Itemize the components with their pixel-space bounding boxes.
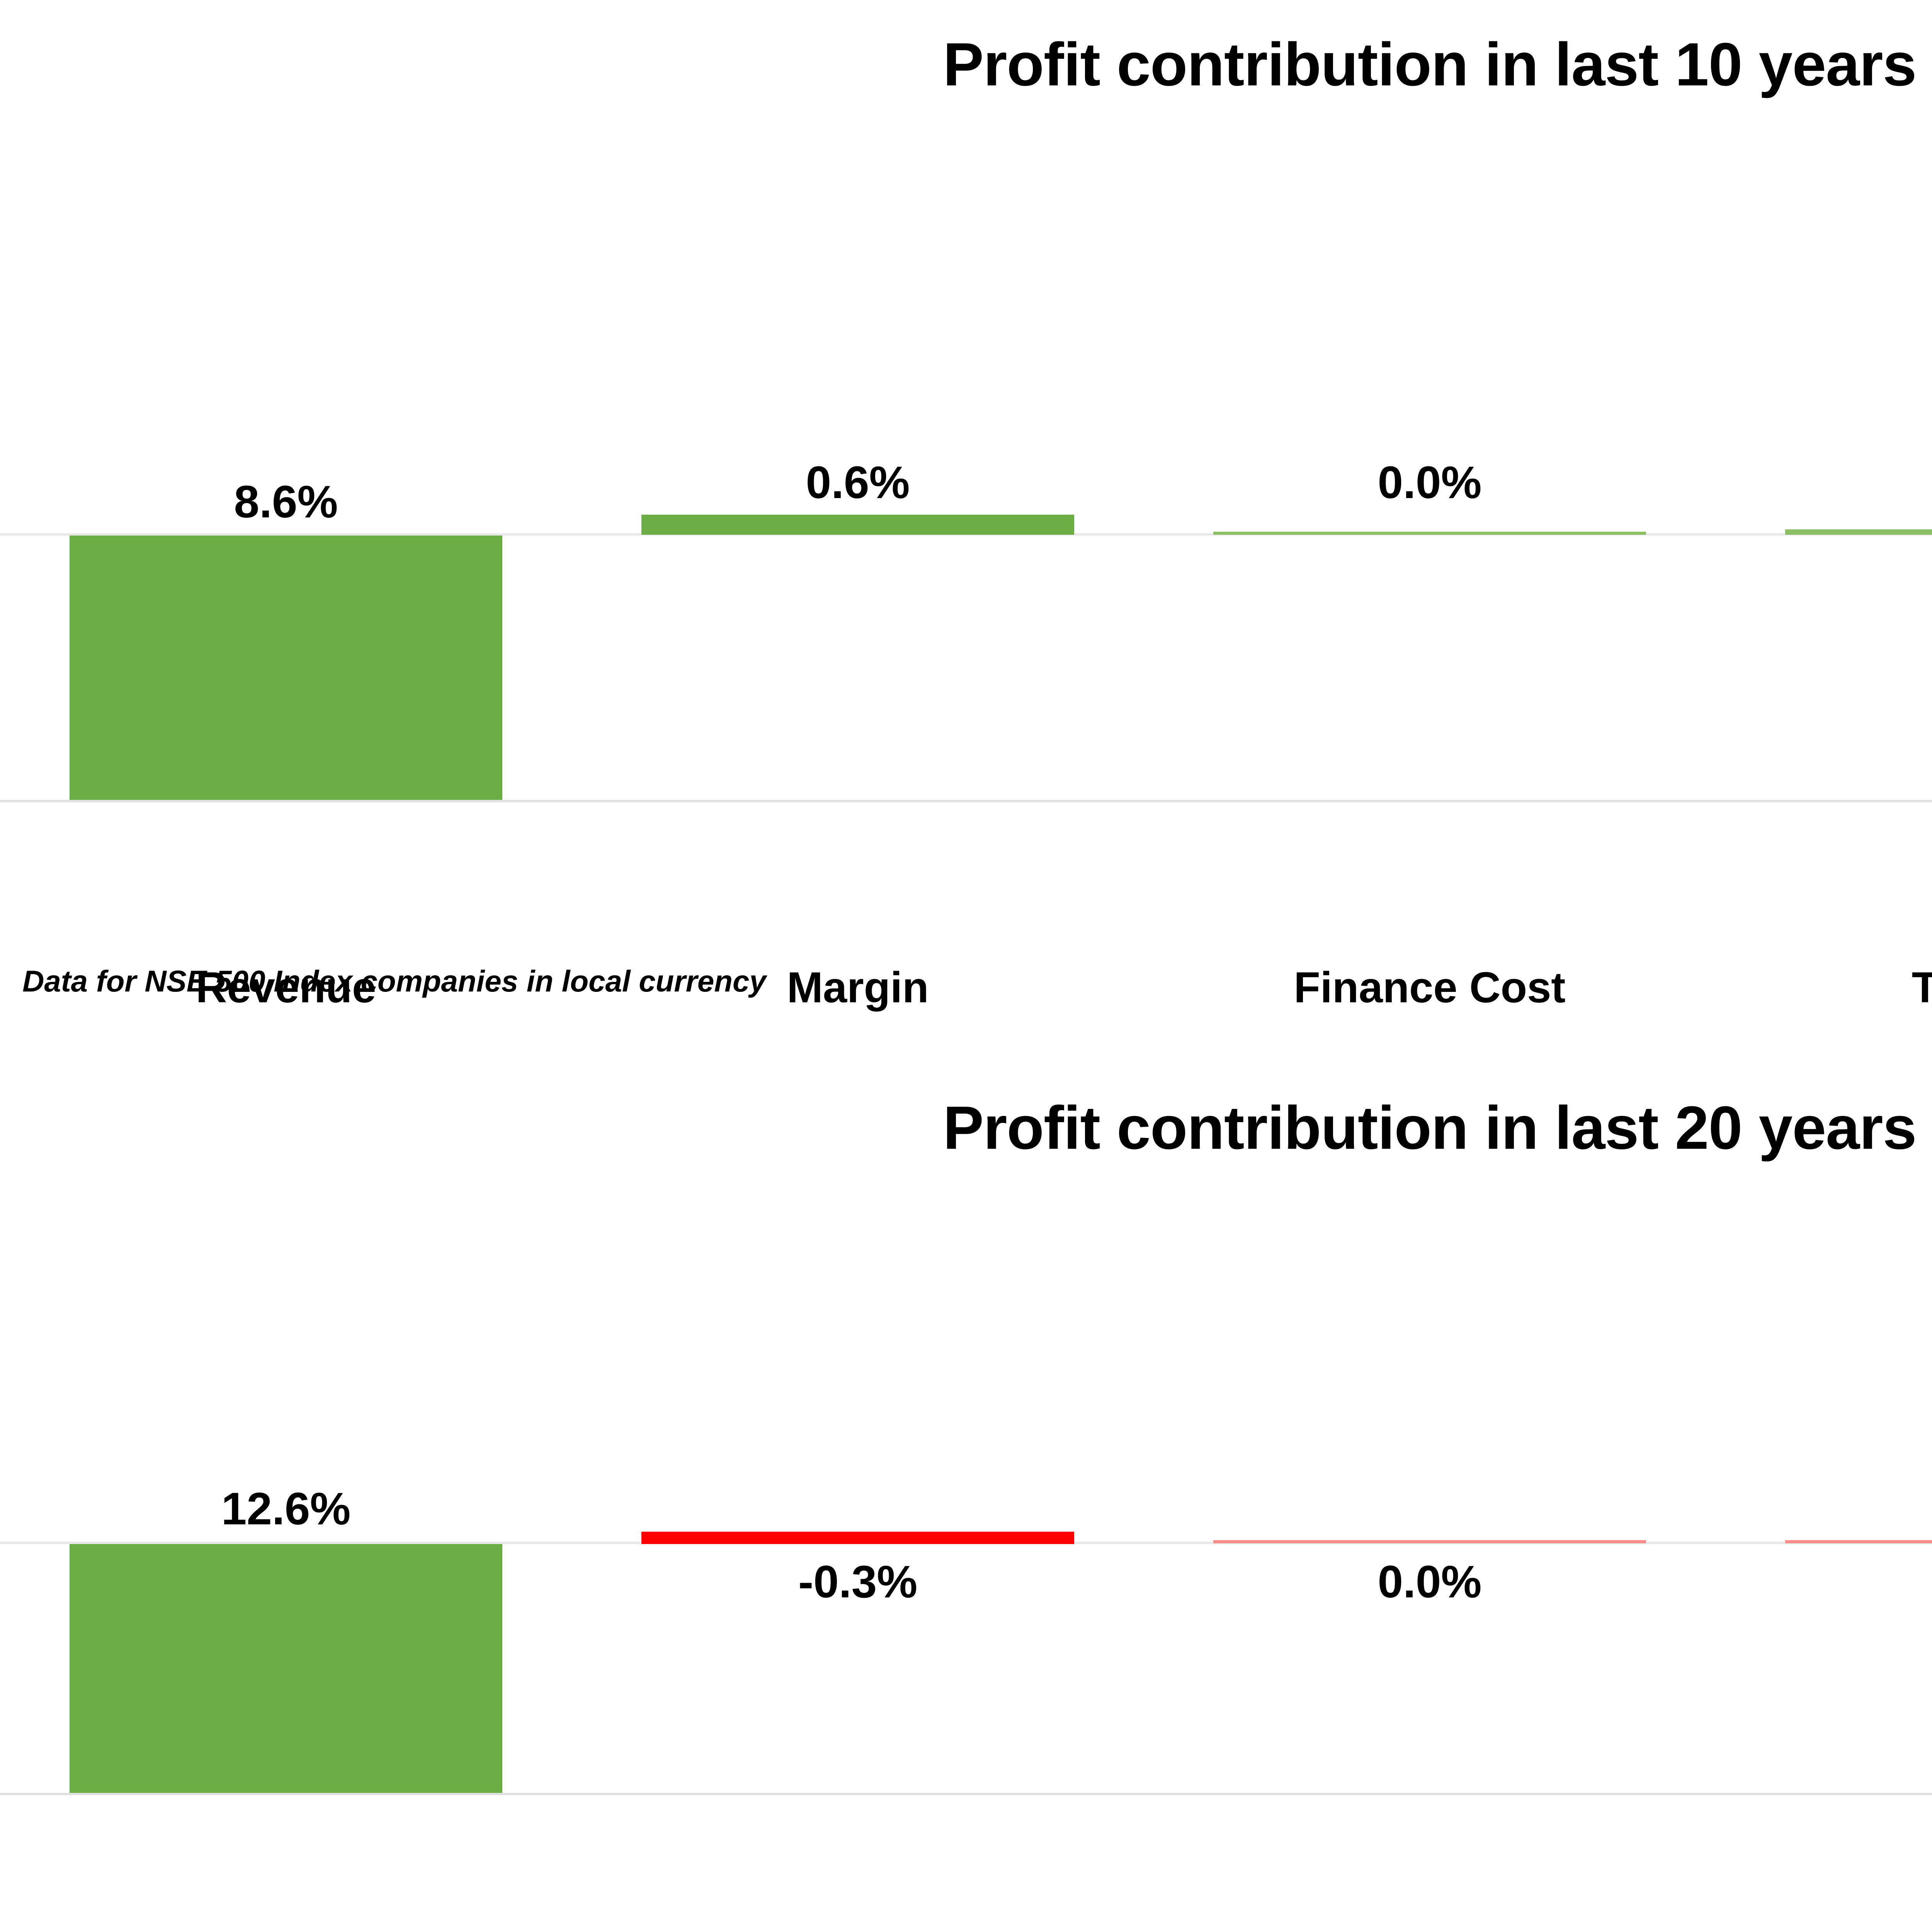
chart-1-label-finance-cost: 0.0% [1378,457,1482,508]
chart-1-footnote: Data for NSE 500 Index companies in loca… [22,964,766,998]
chart-2-column-margin [572,1190,1144,1795]
chart-1-label-tax-cost: 0.1% [1716,460,1932,505]
chart-2-bar-margin[interactable] [641,1532,1074,1544]
chart-1-plot-area: 8.6% 0.6% 0.0% 0.1% 9.3% Reve [0,147,1932,1009]
chart-1-category-margin: Margin [787,963,929,1012]
chart-2-category-axis: Revenue Margin Finance Cost Tax Cost Net… [0,1190,1932,1252]
chart-2-baseline [0,1793,1932,1795]
chart-2-column-tax-cost [1716,1190,1932,1795]
chart-1-category-revenue: Revenue [196,963,376,1012]
chart-1-category-axis: Revenue Margin Finance Cost Tax Cost Net… [0,147,1932,1009]
chart-2-column-revenue [0,1190,572,1795]
chart-1-bar-finance-cost[interactable] [1213,532,1646,535]
chart-2-label-tax-cost: 0.0% [1716,1559,1932,1605]
chart-1-column-tax-cost [1716,147,1932,804]
chart-1-category-finance-cost: Finance Cost [1294,963,1566,1012]
chart-1-bar-tax-cost[interactable] [1785,529,1932,535]
chart-1-column-finance-cost [1144,147,1716,804]
chart-2-bar-tax-cost[interactable] [1785,1540,1932,1543]
chart-1-column-revenue [0,147,572,804]
chart-1-label-margin: 0.6% [806,457,910,508]
chart-1-bar-margin[interactable] [641,515,1074,535]
chart-1-label-revenue: 8.6% [234,476,338,527]
chart-1-title: Profit contribution in last 10 years [943,31,1917,99]
chart-2-label-revenue: 12.6% [221,1483,351,1534]
chart-1-category-tax-cost: Tax Cost [1912,963,1932,1012]
chart-1-bar-revenue[interactable] [70,536,502,800]
chart-2-plot-area: 12.6% -0.3% 0.0% 0.0% 12.2% R [0,1190,1932,1795]
chart-1-baseline [0,800,1932,802]
chart-2-label-finance-cost: 0.0% [1378,1556,1482,1607]
chart-2-title: Profit contribution in last 20 years [943,1094,1917,1162]
chart-2-label-margin: -0.3% [798,1556,918,1607]
chart-2-bar-finance-cost[interactable] [1213,1540,1646,1543]
chart-2-column-finance-cost [1144,1190,1716,1795]
chart-1-column-margin [572,147,1144,804]
chart-2-bar-revenue[interactable] [70,1544,502,1793]
